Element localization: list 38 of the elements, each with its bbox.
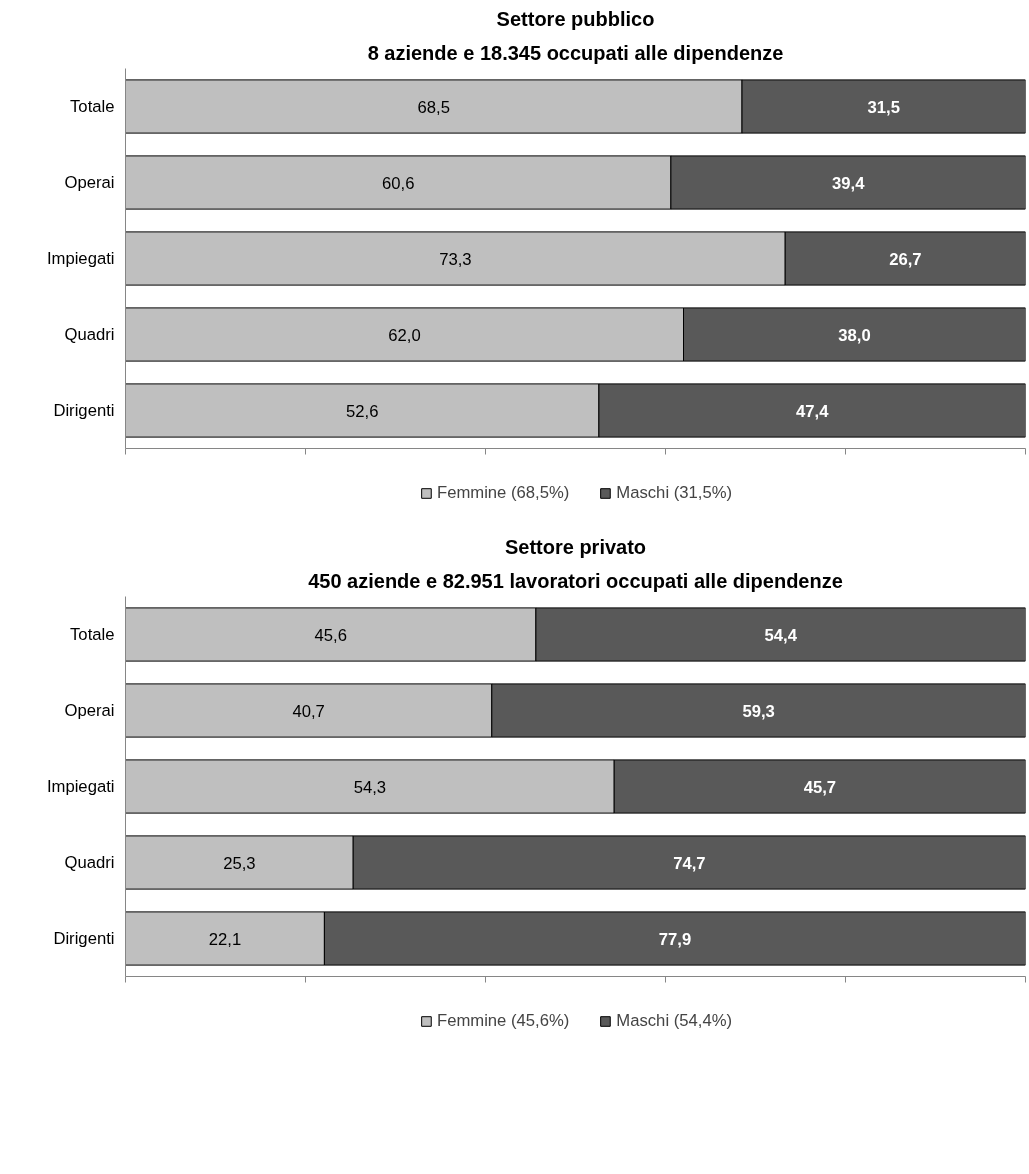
data-label: 45,7 bbox=[803, 777, 837, 797]
chart-subtitle: 8 aziende e 18.345 occupati alle dipendenze bbox=[367, 41, 784, 64]
y-tick-label: Dirigenti bbox=[53, 401, 115, 420]
data-label: 60,6 bbox=[381, 173, 415, 193]
y-tick-label: Operai bbox=[64, 173, 115, 192]
data-label: 54,4 bbox=[764, 625, 798, 645]
legend-label: Femmine (45,6%) bbox=[436, 1011, 570, 1031]
data-label: 62,0 bbox=[388, 325, 421, 345]
y-tick-label: Impiegati bbox=[46, 249, 115, 268]
chart-title: Settore privato bbox=[504, 535, 647, 558]
chart-title: Settore pubblico bbox=[496, 7, 655, 30]
data-label: 25,3 bbox=[223, 853, 256, 873]
data-label: 47,4 bbox=[795, 401, 830, 421]
data-label: 31,5 bbox=[867, 97, 900, 117]
data-label: 73,3 bbox=[439, 249, 472, 269]
data-label: 22,1 bbox=[208, 929, 242, 949]
data-label: 54,3 bbox=[353, 777, 387, 797]
y-tick-label: Quadri bbox=[64, 853, 115, 872]
data-label: 68,5 bbox=[417, 97, 450, 117]
legend-label: Femmine (68,5%) bbox=[436, 483, 570, 503]
data-label: 77,9 bbox=[658, 929, 692, 949]
y-tick-label: Quadri bbox=[64, 325, 115, 344]
chart-subtitle: 450 aziende e 82.951 lavoratori occupati alle dipendenze bbox=[308, 569, 843, 592]
data-label: 38,0 bbox=[838, 325, 871, 345]
legend-label: Maschi (54,4%) bbox=[616, 1011, 733, 1031]
y-tick-label: Dirigenti bbox=[53, 929, 115, 948]
data-label: 52,6 bbox=[345, 401, 379, 421]
data-label: 45,6 bbox=[314, 625, 347, 645]
data-label: 74,7 bbox=[673, 853, 706, 873]
y-tick-label: Operai bbox=[64, 701, 115, 720]
data-label: 39,4 bbox=[831, 173, 866, 193]
y-tick-label: Totale bbox=[70, 625, 115, 644]
legend-label: Maschi (31,5%) bbox=[616, 483, 733, 503]
data-label: 40,7 bbox=[292, 701, 325, 721]
y-tick-label: Impiegati bbox=[46, 777, 115, 796]
y-tick-label: Totale bbox=[70, 97, 115, 116]
data-label: 59,3 bbox=[742, 701, 775, 721]
data-label: 26,7 bbox=[889, 249, 922, 269]
